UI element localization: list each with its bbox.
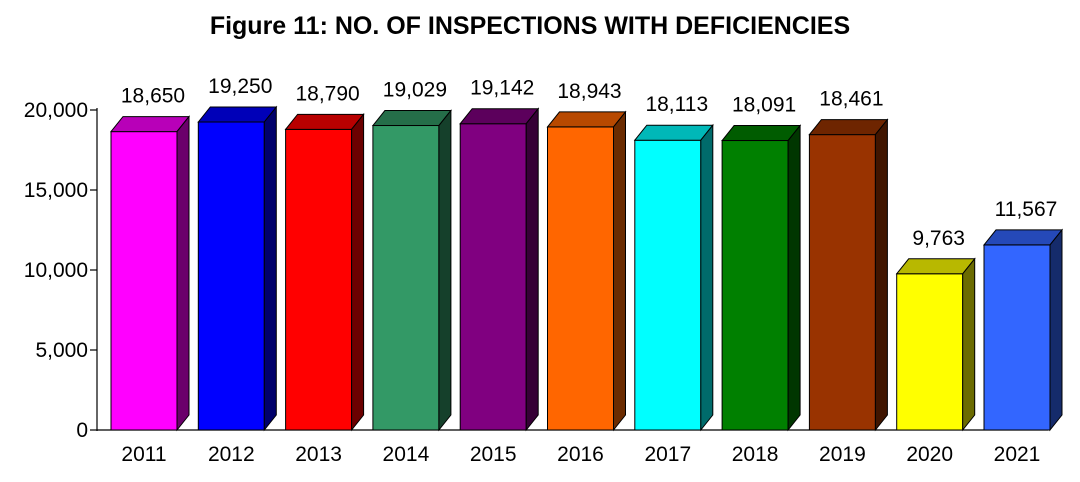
bar-top-2011	[109, 116, 191, 133]
x-tick-label-2011: 2011	[121, 443, 166, 466]
bar-side-2013	[351, 112, 365, 432]
y-tick-label: 10,000	[24, 259, 88, 282]
x-tick-label-2016: 2016	[557, 443, 604, 466]
bar-side-2021	[1049, 228, 1063, 432]
x-tick-label-2015: 2015	[470, 443, 517, 466]
data-label-2013: 18,790	[295, 82, 359, 105]
bar-top-2017	[633, 124, 714, 141]
bar-2020	[896, 273, 964, 431]
data-label-2018: 18,091	[732, 94, 796, 117]
data-label-2020: 9,763	[912, 227, 965, 250]
data-label-2012: 19,250	[208, 75, 272, 98]
y-tick-label: 20,000	[24, 99, 88, 122]
bar-top-2021	[982, 229, 1064, 246]
x-tick-label-2013: 2013	[295, 443, 342, 466]
data-label-2019: 18,461	[819, 88, 883, 111]
bar-side-2020	[962, 257, 976, 432]
bar-top-2020	[895, 258, 976, 275]
x-tick-label-2020: 2020	[906, 443, 953, 466]
bar-2015	[459, 123, 527, 431]
bar-2011	[110, 131, 178, 431]
x-tick-label-2018: 2018	[732, 443, 779, 466]
data-label-2011: 18,650	[121, 85, 185, 108]
bar-2016	[547, 126, 614, 431]
x-tick-label-2019: 2019	[819, 443, 866, 466]
bar-top-2013	[284, 113, 365, 130]
y-tick-label: 0	[76, 419, 88, 442]
bar-2018	[721, 140, 789, 431]
y-tick-label: 5,000	[35, 339, 88, 362]
data-label-2016: 18,943	[557, 80, 621, 103]
bar-top-2012	[197, 106, 278, 123]
bar-2014	[372, 125, 440, 431]
bar-side-2012	[263, 105, 277, 432]
data-label-2021: 11,567	[995, 198, 1058, 221]
bar-2019	[808, 134, 876, 431]
bar-side-2016	[613, 110, 626, 432]
bar-side-2018	[787, 124, 801, 432]
bar-top-2016	[546, 111, 627, 128]
bar-2017	[634, 139, 702, 431]
bar-2012	[197, 121, 265, 431]
bar-side-2011	[176, 115, 190, 432]
x-tick-label-2017: 2017	[644, 443, 691, 466]
bar-side-2017	[700, 123, 714, 432]
y-tick-label: 15,000	[24, 179, 88, 202]
x-tick-label-2021: 2021	[994, 443, 1041, 466]
x-tick-label-2012: 2012	[208, 443, 255, 466]
bar-top-2014	[371, 110, 452, 127]
bar-top-2019	[808, 119, 889, 136]
x-tick-label-2014: 2014	[383, 443, 430, 466]
bar-side-2015	[525, 107, 539, 432]
bar-top-2015	[459, 108, 540, 125]
data-label-2017: 18,113	[645, 93, 708, 116]
data-label-2014: 19,029	[383, 79, 447, 102]
bar-2013	[285, 128, 353, 431]
bar-top-2018	[721, 125, 802, 142]
bar-side-2019	[874, 118, 888, 432]
data-label-2015: 19,142	[470, 77, 534, 100]
chart-title: Figure 11: NO. OF INSPECTIONS WITH DEFIC…	[209, 12, 851, 40]
bar-side-2014	[438, 109, 452, 432]
bar-2021	[983, 244, 1051, 431]
